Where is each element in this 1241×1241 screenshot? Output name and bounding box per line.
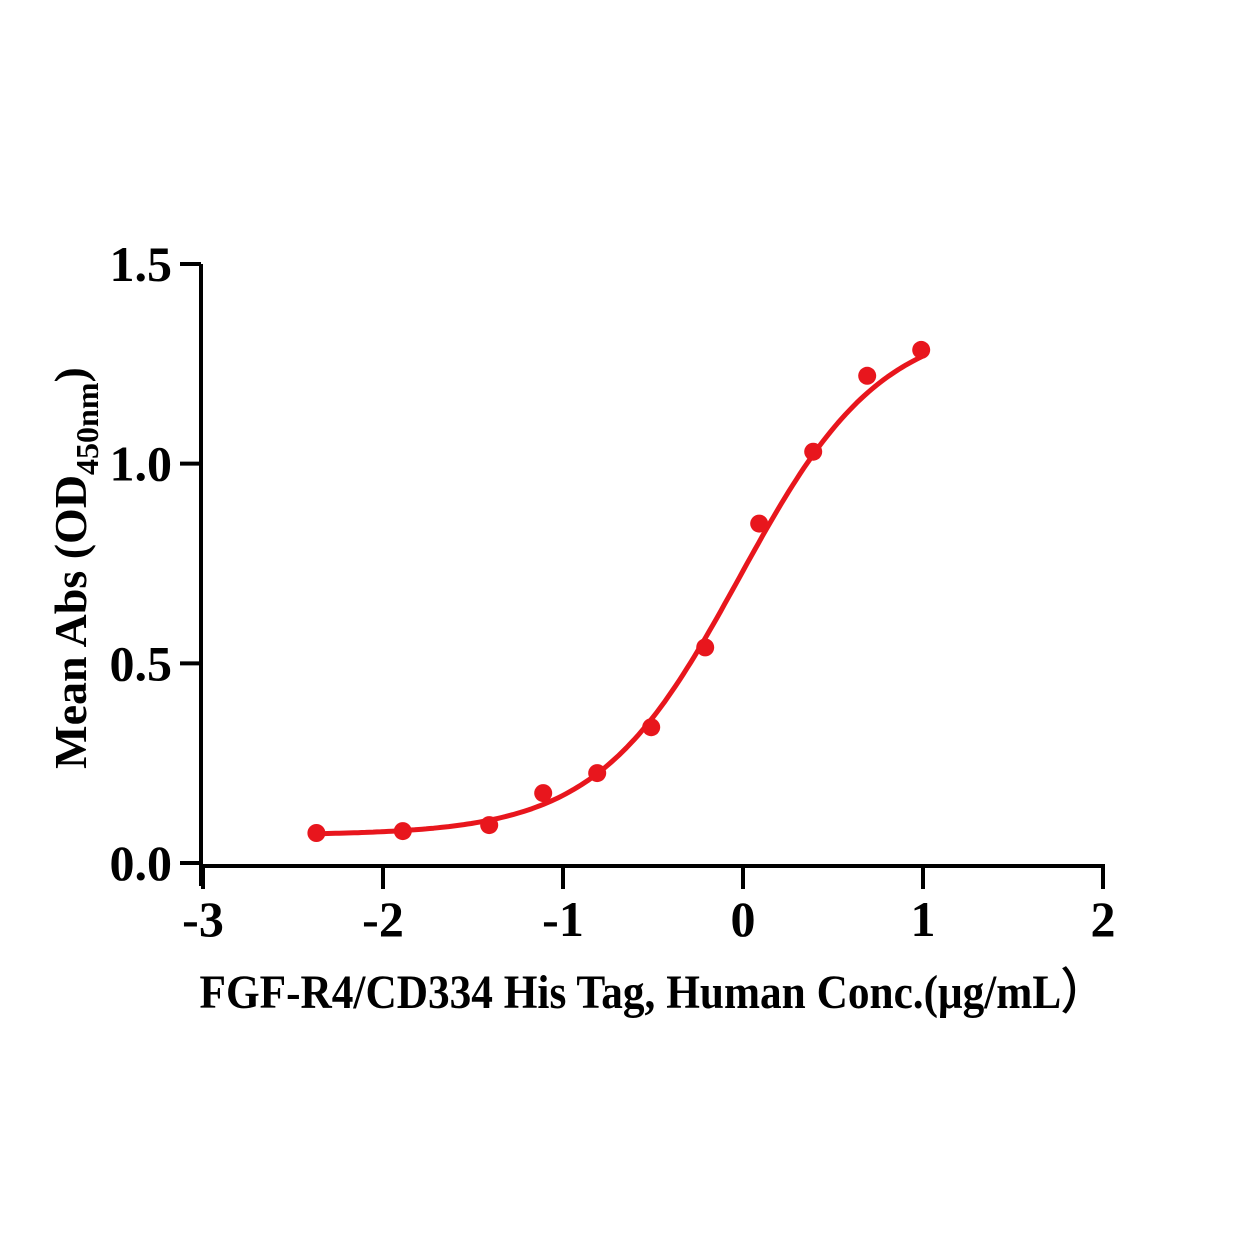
- data-point: [858, 366, 877, 385]
- data-point: [696, 638, 715, 657]
- data-point: [588, 764, 607, 783]
- data-point: [804, 442, 823, 461]
- data-point: [393, 822, 412, 841]
- x-axis-title: FGF-R4/CD334 His Tag, Human Conc.(μg/mL）: [200, 966, 1105, 1019]
- data-point: [912, 340, 931, 359]
- y-axis-title-main: Mean Abs (OD: [45, 475, 96, 769]
- data-point: [534, 784, 553, 803]
- y-axis-title: Mean Abs (OD450nm): [45, 367, 105, 769]
- x-tick-label: 0: [731, 891, 756, 947]
- y-axis-title-close: ): [45, 367, 96, 382]
- y-tick-label: 1.0: [110, 436, 173, 492]
- data-point: [642, 718, 661, 737]
- x-tick-label: -1: [542, 891, 584, 947]
- y-tick-label: 0.0: [110, 835, 173, 891]
- data-layer: [307, 340, 931, 842]
- axes-layer: -3 -2 -1 0 1 2 0.0 0.5 1.0 1.5: [110, 236, 1116, 947]
- x-tick-label: -2: [362, 891, 404, 947]
- data-point: [480, 816, 499, 835]
- fit-curve: [313, 354, 924, 837]
- x-tick-label: -3: [182, 891, 224, 947]
- data-point: [750, 514, 769, 533]
- y-tick-label: 0.5: [110, 635, 173, 691]
- x-tick-label: 2: [1091, 891, 1116, 947]
- y-tick-label: 1.5: [110, 236, 173, 292]
- y-axis-title-subscript: 450nm: [69, 382, 105, 475]
- data-point: [307, 824, 326, 842]
- x-tick-label: 1: [911, 891, 936, 947]
